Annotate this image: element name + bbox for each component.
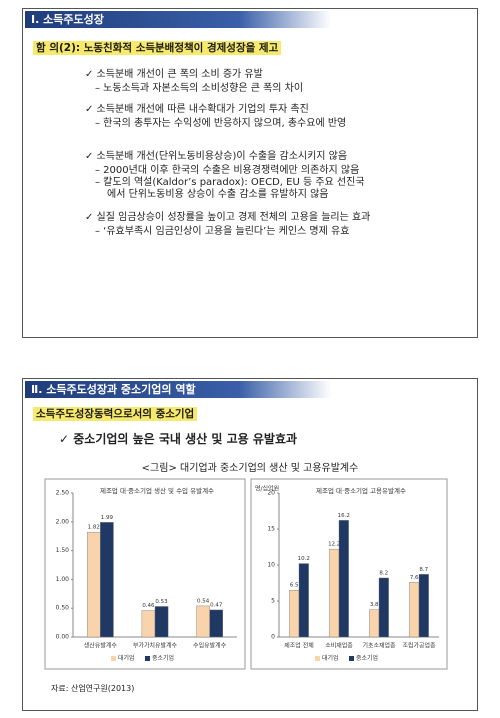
y-tick-label: 0.00	[56, 634, 70, 641]
slide-header: Ⅱ. 소득주도성장과 중소기업의 역할	[25, 381, 331, 398]
legend-label: 대기업	[118, 654, 135, 662]
sub-bullet: 에서 단위노동비용 상승이 수출 감소를 유발하지 않음	[107, 189, 329, 200]
bar	[196, 605, 210, 638]
y-tick-label: 1.50	[56, 547, 70, 554]
data-label: 10.2	[298, 556, 310, 562]
x-tick-label: 소비재업종	[325, 642, 353, 650]
source: 자료: 산업연구원(2013)	[51, 684, 135, 693]
legend-label: 중소기업	[152, 654, 174, 662]
data-label: 0.46	[142, 603, 155, 609]
bullet: ✓ 중소기업의 높은 국내 생산 및 고용 유발효과	[59, 432, 298, 446]
sub-bullet: – 노동소득과 자본소득의 소비성향은 큰 폭의 차이	[95, 83, 304, 94]
data-label: 6.5	[290, 583, 299, 589]
chart-panel	[44, 478, 246, 670]
figure-caption: <그림> 대기업과 중소기업의 생산 및 고용유발계수	[141, 463, 359, 474]
legend-swatch	[349, 656, 354, 661]
data-label: 1.99	[101, 515, 114, 521]
chart-title: 제조업 대·중소기업 생산 및 수입 유발계수	[100, 486, 214, 495]
bar	[298, 563, 309, 638]
data-label: 12.2	[328, 542, 340, 548]
data-label: 8.2	[379, 570, 388, 576]
y-tick-label: 2.00	[56, 518, 70, 525]
data-label: 0.54	[197, 598, 210, 604]
bar	[409, 582, 420, 638]
data-label: 7.6	[410, 575, 419, 581]
data-label: 0.47	[210, 602, 223, 608]
bullet: ✓ 실질 임금상승이 성장률을 높이고 경제 전체의 고용을 늘리는 효과	[85, 212, 371, 223]
y-tick-label: 20	[267, 490, 275, 497]
data-label: 3.8	[370, 602, 379, 608]
bar	[154, 606, 169, 638]
y-unit: 명/십억원	[255, 485, 279, 493]
slide-subtitle: 함 의(2): 노동친화적 소득분배정책이 경제성장을 제고	[33, 41, 282, 55]
x-tick-label: 기초소재업종	[362, 642, 396, 650]
chart-title: 제조업 대·중소기업 고용유발계수	[316, 486, 406, 495]
y-tick-label: 10	[267, 562, 275, 569]
legend-swatch	[145, 656, 150, 661]
bar	[378, 577, 389, 638]
data-label: 16.2	[338, 513, 350, 519]
charts: 제조업 대·중소기업 생산 및 수입 유발계수 0.00 0.50 1.00 1.50 2…	[44, 478, 448, 670]
x-tick-label: 부가가치유발계수	[133, 642, 178, 650]
legend-label: 중소기업	[356, 654, 378, 662]
bar	[141, 610, 156, 638]
sub-bullet: – ‘유효부족시 임금인상이 고용을 늘린다’는 케인스 명제 유효	[95, 226, 350, 237]
bar	[87, 531, 101, 638]
x-tick-label: 생산유발계수	[84, 642, 118, 650]
bar	[209, 609, 223, 638]
x-tick-label: 조립가공업종	[402, 642, 436, 650]
legend-swatch	[111, 656, 116, 661]
bar	[329, 548, 340, 638]
bar	[338, 520, 349, 638]
data-label: 0.53	[155, 599, 168, 605]
y-tick-label: 5	[271, 598, 275, 605]
bar	[100, 522, 114, 638]
y-tick-label: 0	[271, 634, 275, 641]
bar	[369, 609, 380, 638]
legend-label: 대기업	[322, 654, 339, 662]
data-label: 1.82	[88, 525, 100, 531]
slide-header: Ⅰ. 소득주도성장	[25, 11, 331, 28]
bullet: ✓ 소득분배 개선에 따른 내수확대가 기업의 투자 촉진	[85, 104, 309, 115]
sub-bullet: – 2000년대 이후 한국의 수출은 비용경쟁력에만 의존하지 않음	[95, 165, 360, 176]
data-label: 8.7	[419, 567, 428, 573]
y-tick-label: 1.00	[56, 576, 70, 583]
y-tick-label: 15	[267, 526, 275, 533]
slide-subtitle: 소득주도성장동력으로서의 중소기업	[33, 407, 198, 421]
slide: 제조업 대·중소기업 생산 및 수입 유발계수 0.00 0.50 1.00 1.50 2…	[22, 378, 478, 711]
bullet: ✓ 소득분배 개선이 큰 폭의 소비 증가 유발	[85, 69, 263, 80]
bullet: ✓ 소득분배 개선(단위노동비용상승)이 수출을 감소시키지 않음	[85, 151, 348, 162]
bar	[289, 589, 300, 638]
sub-bullet: – 한국의 총투자는 수익성에 반응하지 않으며, 총수요에 반영	[95, 118, 347, 129]
sub-bullet: – 칼도의 역설(Kaldor’s paradox): OECD, EU 등 주…	[95, 177, 365, 188]
y-tick-label: 0.50	[56, 605, 70, 612]
x-tick-label: 제조업 전체	[284, 642, 314, 650]
x-tick-label: 수입유발계수	[193, 642, 227, 650]
bar	[418, 574, 429, 638]
legend-swatch	[315, 656, 320, 661]
y-tick-label: 2.50	[56, 490, 70, 497]
